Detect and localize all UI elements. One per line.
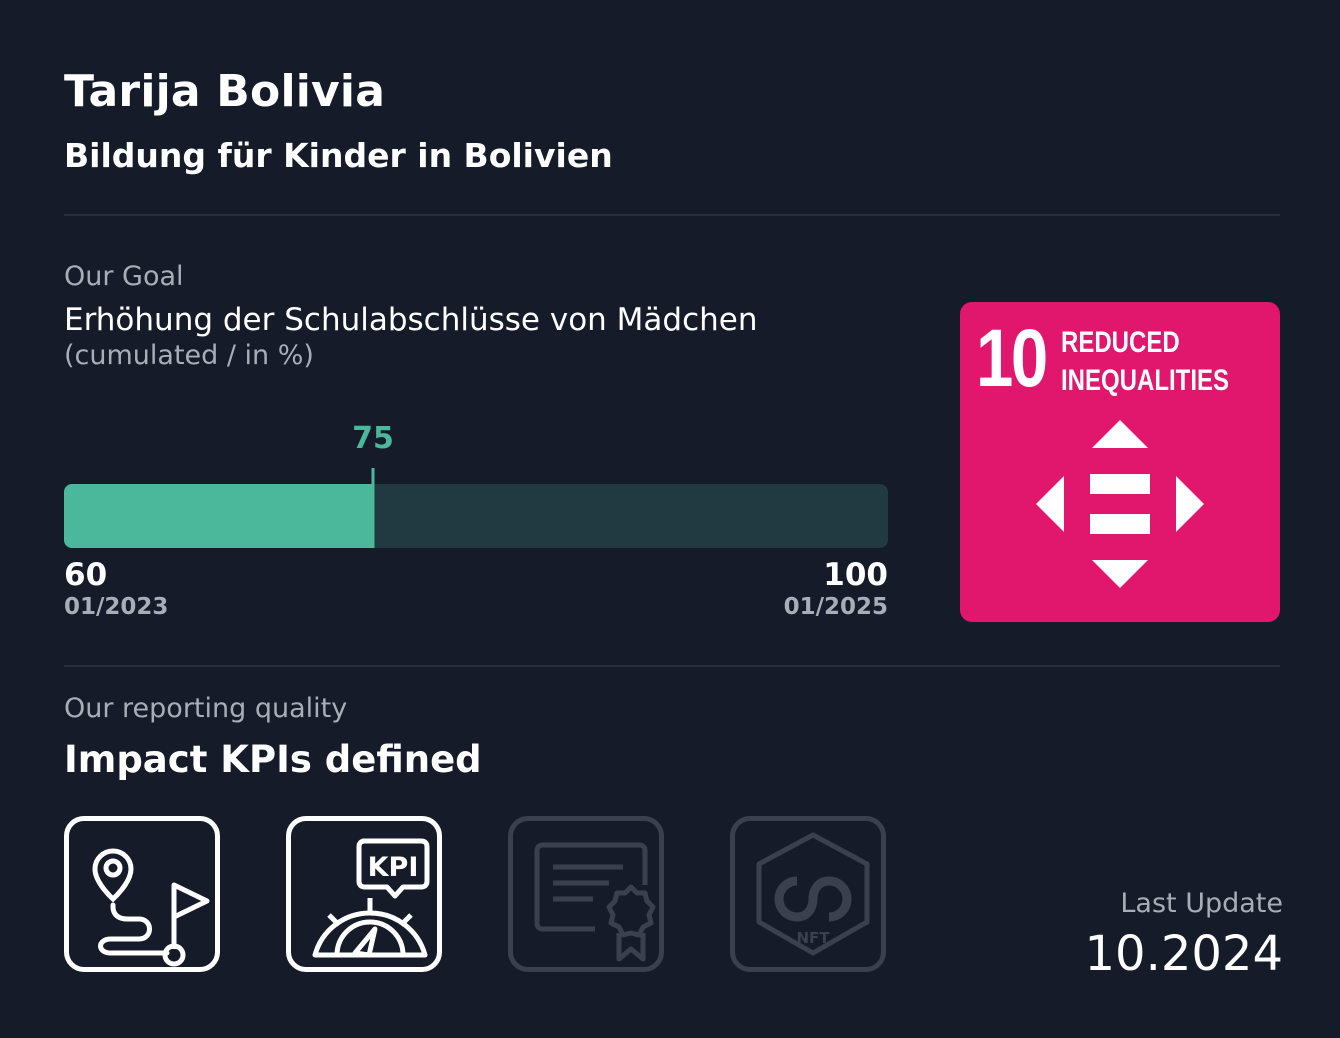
reduced-inequalities-arrows-icon: [1036, 420, 1204, 588]
quality-roadmap: [64, 816, 220, 972]
page-title: Tarija Bolivia: [64, 66, 386, 117]
last-update-label: Last Update: [1120, 888, 1283, 919]
sdg-title-line1: REDUCED: [1061, 326, 1180, 359]
quality-kpi: KPI: [286, 816, 442, 972]
nft-badge-text: NFT: [796, 929, 830, 947]
kpi-gauge-icon: KPI: [312, 838, 430, 958]
divider: [64, 665, 1280, 667]
reporting-title: Impact KPIs defined: [64, 738, 482, 781]
progress-bar: [64, 484, 888, 548]
sdg-title-line2: INEQUALITIES: [1061, 364, 1230, 397]
sdg-number: 10: [976, 313, 1048, 404]
quality-nft: NFT: [730, 816, 886, 972]
progress-bar-fill: [64, 484, 373, 548]
page-subtitle: Bildung für Kinder in Bolivien: [64, 136, 613, 175]
progress-marker: [371, 468, 375, 488]
progress-max-value: 100: [823, 557, 888, 593]
sdg-tile: 10 REDUCED INEQUALITIES: [960, 302, 1280, 622]
progress-min-value: 60: [64, 557, 108, 593]
nft-hexagon-icon: NFT: [756, 832, 870, 956]
kpi-badge-text: KPI: [368, 852, 419, 883]
progress-current-value: 75: [352, 421, 394, 456]
divider: [64, 214, 1280, 216]
last-update-date: 10.2024: [1084, 926, 1284, 982]
goal-text: Erhöhung der Schulabschlüsse von Mädchen: [64, 302, 758, 338]
progress-start-date: 01/2023: [64, 594, 169, 620]
progress-bar-end: [371, 484, 375, 548]
certificate-icon: [534, 842, 656, 962]
quality-certificate: [508, 816, 664, 972]
goal-unit: (cumulated / in %): [64, 340, 314, 371]
roadmap-flag-icon: [92, 848, 210, 967]
reporting-label: Our reporting quality: [64, 693, 348, 724]
goal-label: Our Goal: [64, 261, 184, 292]
progress-end-date: 01/2025: [783, 594, 888, 620]
